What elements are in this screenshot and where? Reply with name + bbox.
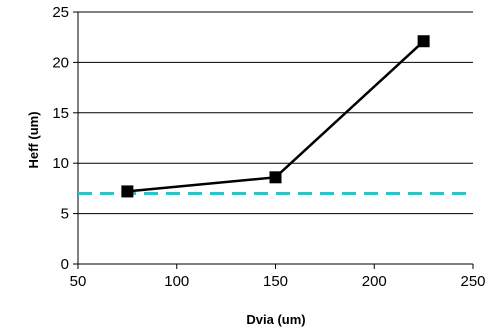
x-tick-label-200: 200 [362, 273, 387, 290]
data-point-0-0 [121, 185, 134, 198]
x-axis-ticks: 50 100 150 200 250 [70, 264, 486, 290]
gridlines [78, 11, 473, 215]
y-tick-label-25: 25 [52, 4, 69, 21]
y-tick-label-0: 0 [61, 256, 69, 273]
y-axis-ticks: 0 5 10 15 20 25 [52, 4, 78, 273]
x-tick-label-250: 250 [460, 273, 485, 290]
series-group [121, 35, 430, 198]
data-point-0-2 [417, 35, 430, 48]
x-tick-label-150: 150 [263, 273, 288, 290]
y-tick-label-20: 20 [52, 54, 69, 71]
y-tick-label-10: 10 [52, 155, 69, 172]
y-tick-label-15: 15 [52, 105, 69, 122]
y-axis-title: Heff (um) [26, 111, 41, 168]
x-tick-label-100: 100 [164, 273, 189, 290]
data-point-0-1 [269, 171, 282, 184]
y-tick-label-5: 5 [61, 206, 69, 223]
x-tick-label-50: 50 [70, 273, 87, 290]
x-axis-title: Dvia (um) [246, 312, 305, 327]
